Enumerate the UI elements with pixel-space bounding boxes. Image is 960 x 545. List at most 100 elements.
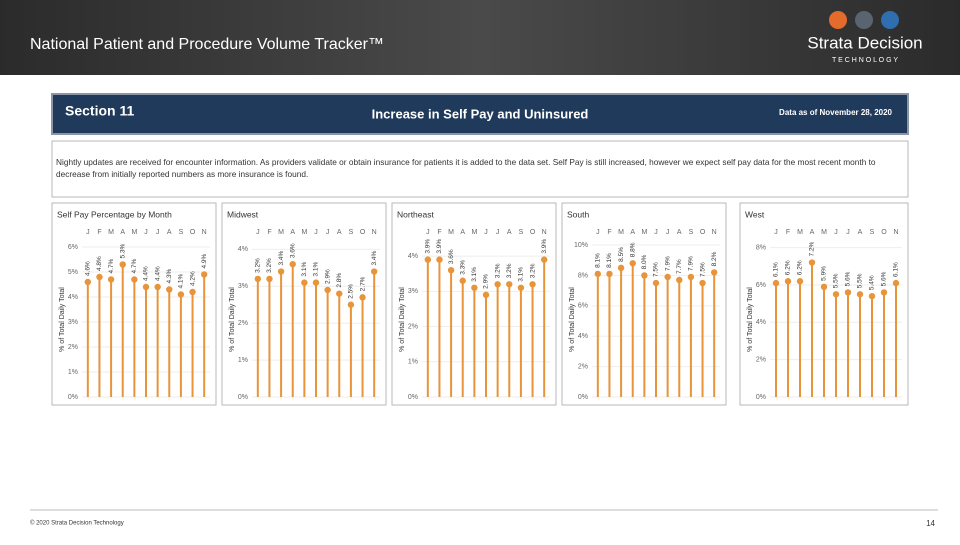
value-label: 2.9% — [324, 269, 331, 284]
header-band — [0, 0, 960, 75]
x-tick-label: M — [618, 229, 624, 236]
x-tick-label: F — [97, 229, 101, 236]
lollipop-dot — [312, 279, 320, 286]
lollipop-dot — [154, 283, 161, 291]
x-tick-label: F — [267, 229, 271, 236]
value-label: 4.7% — [131, 258, 138, 273]
value-label: 3.6% — [289, 243, 296, 258]
lollipop-dot — [617, 264, 625, 272]
x-tick-label: A — [120, 229, 125, 236]
lollipop-dot — [494, 281, 501, 288]
value-label: 7.5% — [699, 262, 706, 277]
value-label: 7.5% — [653, 262, 660, 277]
lollipop-dot — [359, 294, 366, 301]
value-label: 5.5% — [857, 273, 864, 288]
value-label: 3.9% — [425, 239, 432, 254]
value-label: 3.2% — [506, 263, 513, 278]
value-label: 3.1% — [518, 267, 525, 282]
x-tick-label: M — [797, 229, 803, 236]
x-tick-label: A — [167, 229, 172, 236]
value-label: 7.9% — [664, 256, 671, 271]
value-label: 3.2% — [266, 258, 273, 273]
y-tick-label: 8% — [578, 272, 588, 279]
value-label: 4.2% — [189, 271, 196, 286]
data-date: Data as of November 28, 2020 — [779, 108, 892, 117]
value-label: 3.9% — [541, 239, 548, 254]
x-tick-label: S — [689, 229, 694, 236]
x-tick-label: J — [654, 229, 658, 236]
lollipop-dot — [459, 277, 466, 284]
y-tick-label: 2% — [756, 356, 766, 363]
lollipop-dot — [447, 266, 455, 274]
y-tick-label: 4% — [756, 319, 766, 326]
y-tick-label: 2% — [578, 363, 588, 370]
y-tick-label: 3% — [68, 319, 78, 326]
chart-title: Self Pay Percentage by Month — [57, 209, 172, 219]
value-label: 5.9% — [821, 266, 828, 281]
lollipop-dot — [880, 289, 888, 296]
value-label: 3.1% — [471, 267, 478, 282]
lollipop-dot — [844, 289, 852, 296]
chart-title: West — [745, 209, 765, 219]
lollipop-dot — [370, 268, 378, 275]
lollipop-dot — [347, 301, 355, 308]
y-tick-label: 2% — [68, 344, 78, 351]
y-tick-label: 4% — [408, 253, 418, 260]
x-tick-label: M — [448, 229, 454, 236]
value-label: 2.9% — [483, 274, 490, 289]
section-label: Section 11 — [65, 103, 134, 119]
value-label: 3.9% — [436, 239, 443, 254]
chart-title: South — [567, 209, 589, 219]
logo-icon — [855, 11, 873, 29]
x-tick-label: M — [278, 229, 284, 236]
lollipop-dot — [529, 281, 536, 288]
lollipop-dot — [772, 279, 780, 287]
lollipop-dot — [594, 270, 602, 278]
x-tick-label: N — [893, 229, 898, 236]
lollipop-dot — [131, 276, 138, 283]
y-tick-label: 6% — [578, 303, 588, 310]
logo-icon — [829, 11, 847, 29]
x-tick-label: O — [530, 229, 536, 236]
x-tick-label: S — [179, 229, 184, 236]
lollipop-dot — [699, 279, 706, 287]
y-tick-label: 5% — [68, 269, 78, 276]
value-label: 2.8% — [336, 273, 343, 288]
lollipop-dot — [606, 270, 613, 278]
x-tick-label: F — [607, 229, 611, 236]
value-label: 2.7% — [359, 276, 366, 291]
y-tick-label: 0% — [578, 394, 588, 401]
value-label: 6.1% — [893, 262, 900, 277]
x-tick-label: J — [484, 229, 488, 236]
note-text: Nightly updates are received for encount… — [56, 157, 876, 179]
lollipop-dot — [482, 291, 490, 299]
y-tick-label: 6% — [756, 282, 766, 289]
value-label: 5.6% — [845, 271, 852, 286]
lollipop-dot — [687, 273, 695, 281]
value-label: 4.7% — [108, 258, 115, 273]
y-tick-label: 4% — [68, 294, 78, 301]
lollipop-dot — [254, 275, 262, 283]
value-label: 5.3% — [119, 243, 126, 258]
x-tick-label: J — [144, 229, 148, 236]
x-tick-label: A — [630, 229, 635, 236]
x-tick-label: A — [677, 229, 682, 236]
value-label: 4.3% — [166, 268, 173, 283]
y-axis-label: % of Total Daily Total — [569, 287, 576, 352]
lollipop-dot — [424, 256, 432, 263]
x-tick-label: J — [666, 229, 670, 236]
x-tick-label: O — [700, 229, 706, 236]
value-label: 5.5% — [833, 273, 840, 288]
y-tick-label: 8% — [756, 244, 766, 251]
chart-title: Northeast — [397, 209, 434, 219]
lollipop-dot — [832, 291, 840, 298]
lollipop-dot — [856, 291, 864, 298]
x-tick-label: S — [349, 229, 354, 236]
value-label: 8.1% — [595, 253, 602, 268]
y-axis-label: % of Total Daily Total — [747, 287, 754, 352]
y-tick-label: 1% — [238, 357, 248, 364]
lollipop-dot — [177, 291, 185, 298]
y-tick-label: 0% — [238, 394, 248, 401]
y-tick-label: 0% — [408, 394, 418, 401]
value-label: 6.2% — [797, 260, 804, 275]
